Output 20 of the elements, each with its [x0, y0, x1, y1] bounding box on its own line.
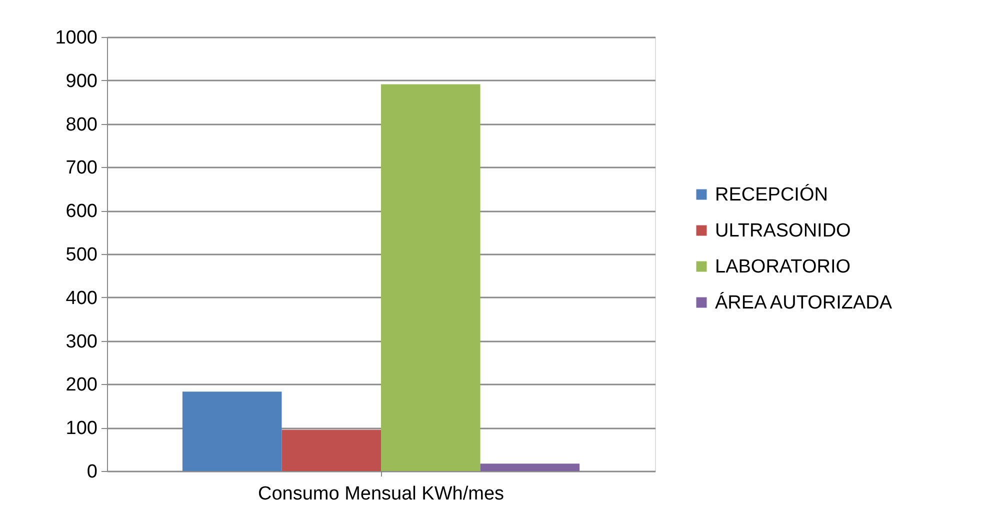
y-tick-label: 1000 [55, 28, 98, 48]
legend-label: ULTRASONIDO [715, 220, 851, 242]
y-tick-label: 500 [66, 244, 98, 266]
y-tick-label: 600 [66, 201, 98, 222]
y-tick-label: 300 [66, 331, 98, 352]
y-tick-label: 900 [66, 70, 98, 92]
y-tick-label: 200 [66, 374, 98, 396]
x-tick-label: Consumo Mensual KWh/mes [258, 484, 504, 504]
y-tick-label: 800 [66, 114, 98, 136]
y-tick-label: 700 [66, 158, 98, 179]
legend-label: ÁREA AUTORIZADA [715, 292, 892, 314]
legend-label: RECEPCIÓN [715, 184, 828, 206]
y-tick-label: 400 [66, 288, 98, 309]
bar [480, 464, 580, 471]
y-tick-label: 100 [66, 418, 98, 440]
legend-label: LABORATORIO [715, 256, 850, 278]
bar [282, 430, 381, 471]
bar [381, 84, 480, 471]
y-tick-label: 0 [86, 462, 98, 482]
bar [182, 392, 282, 471]
